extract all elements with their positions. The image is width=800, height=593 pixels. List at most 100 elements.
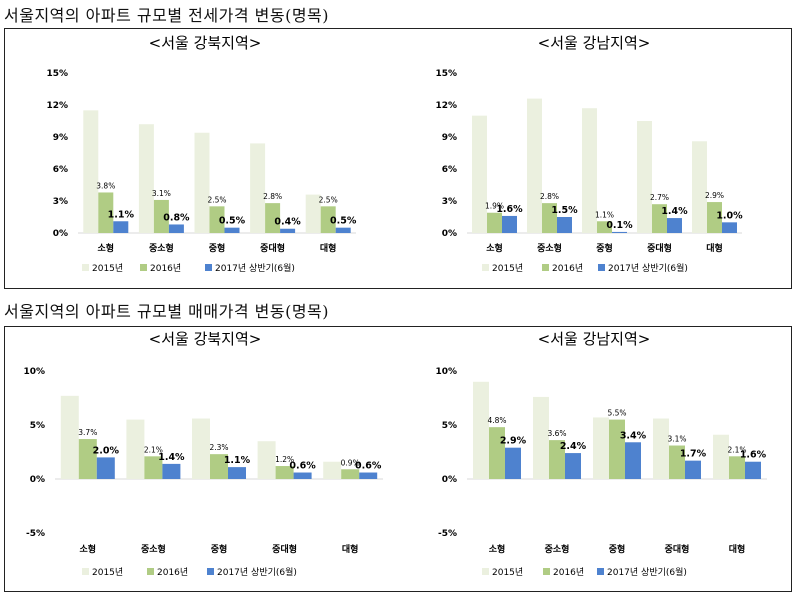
y-tick-label: 5%	[442, 421, 457, 431]
category-label: 대형	[320, 242, 337, 254]
data-label: 2.5%	[319, 195, 338, 204]
legend-label: 2017년 상반기(6월)	[607, 566, 687, 578]
legend-label: 2016년	[157, 567, 188, 578]
y-tick-label: 15%	[46, 69, 68, 79]
data-label: 0.4%	[274, 217, 301, 228]
bar	[549, 440, 565, 479]
data-label: 1.9%	[485, 202, 504, 211]
data-label: 2.7%	[650, 193, 669, 202]
category-label: 소형	[80, 543, 97, 555]
bar	[502, 215, 517, 233]
bar	[153, 199, 169, 233]
bar	[722, 222, 737, 233]
category-label: 중대형	[272, 543, 297, 555]
bar	[98, 192, 114, 233]
legend-swatch	[147, 568, 154, 575]
y-tick-label: 0%	[442, 229, 457, 239]
data-label: 1.7%	[680, 449, 707, 460]
legend-swatch	[543, 568, 550, 575]
bar	[265, 203, 281, 233]
bar	[96, 457, 115, 479]
data-label: 1.1%	[595, 210, 614, 219]
bar	[275, 466, 294, 479]
section-title-jeonse: 서울지역의 아파트 규모별 전세가격 변동(명목)	[4, 6, 330, 25]
bar	[210, 454, 228, 479]
bar	[505, 447, 521, 479]
data-label: 1.6%	[740, 450, 767, 461]
bar	[113, 221, 129, 233]
data-label: 0.9%	[341, 458, 360, 467]
data-label: 3.7%	[78, 428, 97, 437]
bar	[335, 227, 351, 233]
data-label: 5.5%	[607, 409, 626, 418]
bar	[323, 461, 342, 479]
chart-title: <서울 강북지역>	[149, 330, 262, 348]
data-label: 2.8%	[540, 192, 559, 201]
y-tick-label: 3%	[442, 197, 457, 207]
bar	[138, 124, 154, 233]
y-tick-label: 0%	[53, 229, 68, 239]
bar	[250, 143, 266, 233]
legend-label: 2016년	[553, 567, 584, 578]
y-tick-label: -5%	[26, 529, 45, 539]
data-label: 4.8%	[487, 416, 506, 425]
legend-swatch	[482, 264, 489, 271]
category-label: 중대형	[260, 242, 285, 254]
data-label: 1.5%	[551, 205, 578, 216]
bar	[667, 218, 682, 233]
data-label: 0.5%	[219, 216, 246, 227]
data-label: 1.1%	[108, 209, 135, 220]
y-tick-label: -5%	[438, 529, 457, 539]
bar	[625, 442, 641, 479]
legend-label: 2017년 상반기(6월)	[215, 262, 295, 274]
category-label: 중소형	[545, 543, 570, 555]
legend-label: 2016년	[552, 263, 583, 274]
data-label: 0.6%	[355, 461, 382, 472]
legend-swatch	[140, 264, 147, 271]
category-label: 소형	[489, 543, 506, 555]
bar	[489, 427, 505, 479]
data-label: 3.4%	[620, 430, 647, 441]
bar	[652, 204, 667, 233]
bar	[609, 419, 625, 479]
bar	[685, 460, 701, 479]
bar	[487, 212, 502, 233]
data-label: 1.6%	[496, 204, 523, 215]
bar	[707, 202, 722, 233]
bar	[745, 461, 761, 479]
y-tick-label: 9%	[442, 133, 457, 143]
bar	[293, 472, 312, 479]
chart-title: <서울 강북지역>	[149, 34, 262, 52]
legend-swatch	[205, 264, 212, 271]
bar	[144, 456, 163, 479]
bar	[542, 203, 557, 233]
bar	[669, 445, 685, 479]
data-label: 1.0%	[716, 210, 743, 221]
bar	[126, 419, 145, 479]
bar	[597, 221, 612, 233]
data-label: 0.6%	[289, 461, 316, 472]
bar	[162, 463, 181, 479]
bar	[280, 228, 296, 233]
y-tick-label: 3%	[53, 197, 68, 207]
bar	[612, 231, 627, 233]
category-label: 중소형	[149, 242, 174, 254]
data-label: 2.3%	[209, 443, 228, 452]
category-label: 중형	[211, 543, 228, 555]
y-tick-label: 15%	[435, 69, 457, 79]
bar	[209, 206, 225, 233]
data-label: 2.9%	[500, 436, 527, 447]
category-label: 대형	[729, 543, 746, 555]
data-label: 2.1%	[144, 445, 163, 454]
legend-swatch	[598, 264, 605, 271]
data-label: 3.1%	[152, 189, 171, 198]
category-label: 대형	[342, 543, 359, 555]
legend-label: 2016년	[150, 263, 181, 274]
bar	[565, 453, 581, 479]
bar	[557, 217, 572, 233]
data-label: 0.8%	[163, 212, 190, 223]
legend-label: 2017년 상반기(6월)	[608, 262, 688, 274]
chart-title: <서울 강남지역>	[538, 330, 651, 348]
bar	[473, 381, 489, 479]
y-tick-label: 0%	[30, 475, 45, 485]
